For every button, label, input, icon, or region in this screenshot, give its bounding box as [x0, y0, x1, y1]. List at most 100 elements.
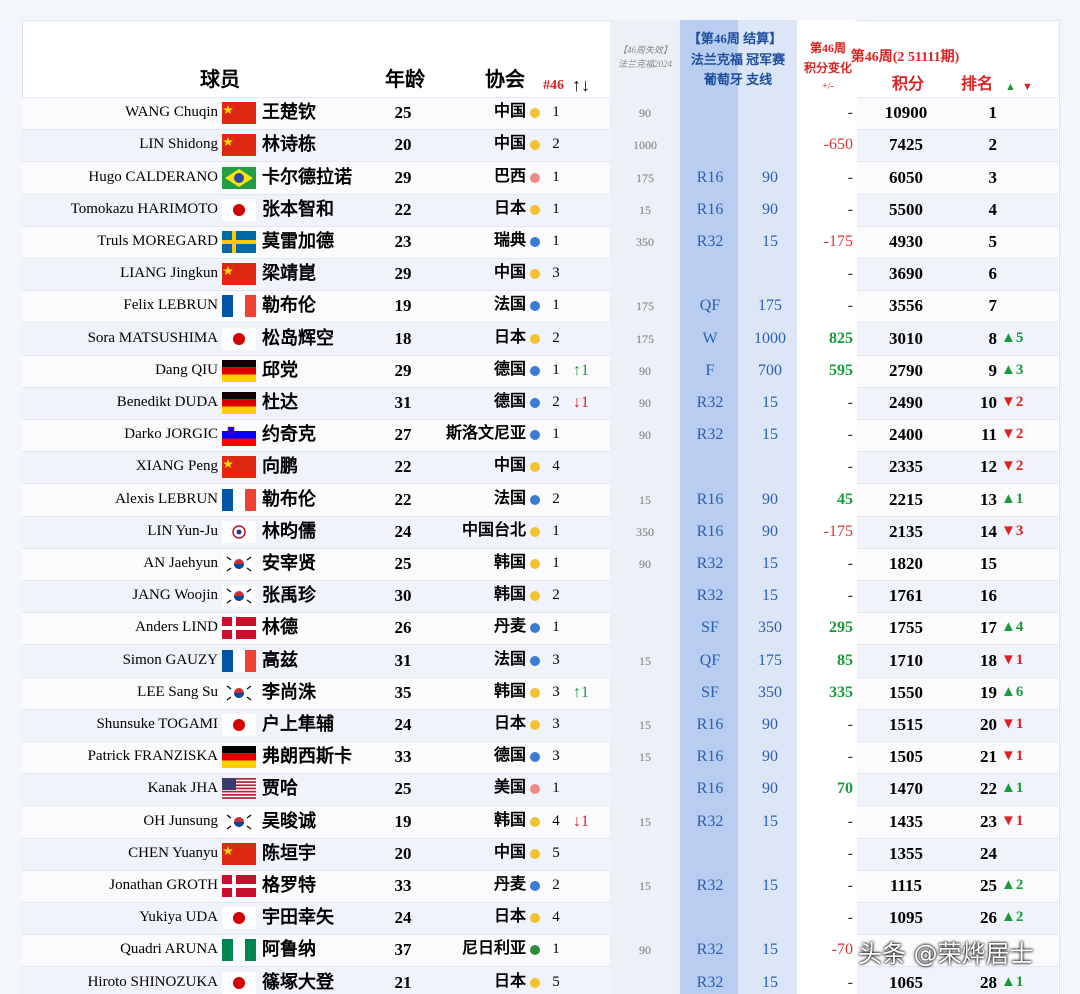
flag [222, 488, 256, 511]
player-name-cn: 吴晙诚 [262, 810, 316, 831]
player-name-en: Kanak JHA [147, 780, 218, 797]
association-rank: 5 [552, 844, 560, 861]
player-name-cn: 弗朗西斯卡 [262, 746, 352, 767]
expired-points: 15 [639, 814, 651, 829]
age: 27 [394, 425, 412, 445]
rank-move: ▲5 [1001, 329, 1024, 346]
rank-move: ▼1 [1001, 748, 1024, 765]
expired-points: 350 [636, 524, 654, 539]
row-background [857, 322, 1058, 355]
association-rank: 1 [552, 522, 560, 539]
association-rank: 2 [552, 490, 560, 507]
association: 中国 [493, 264, 526, 282]
association-rank: 4 [552, 812, 560, 829]
event-points: 350 [758, 683, 782, 701]
association: 中国 [493, 843, 526, 861]
header-text: 积分 [891, 76, 924, 93]
association-rank: 1 [552, 200, 560, 217]
flag [222, 391, 256, 414]
association-dot [530, 204, 540, 215]
age: 25 [394, 103, 412, 123]
association-move: ↑1 [573, 683, 589, 701]
total-points: 2335 [889, 457, 923, 477]
association-rank: 3 [552, 715, 560, 732]
age: 33 [394, 875, 412, 895]
age: 30 [394, 586, 412, 606]
player-name-en: JANG Woojin [132, 587, 218, 604]
flag [222, 263, 256, 286]
total-points: 3556 [889, 296, 923, 316]
association-rank: 3 [552, 265, 560, 282]
row-background [22, 934, 610, 967]
points-change: -175 [823, 522, 853, 540]
rank: 8 [988, 328, 998, 348]
rank: 16 [980, 586, 997, 606]
association-rank: 2 [552, 587, 560, 604]
expired-points: 350 [636, 234, 654, 249]
age: 25 [394, 779, 412, 799]
association-rank: 1 [552, 232, 560, 249]
event-round: QF [699, 651, 721, 669]
total-points: 2490 [889, 392, 923, 412]
row-background [22, 193, 610, 226]
event-round: R32 [696, 941, 724, 959]
expired-points: 175 [636, 331, 654, 346]
points-change: -70 [831, 941, 853, 959]
association: 尼日利亚 [461, 940, 526, 958]
rank: 28 [980, 972, 997, 992]
player-name-cn: 宇田幸矢 [262, 907, 334, 928]
header-text: ↑↓ [572, 75, 590, 95]
association: 韩国 [493, 682, 526, 700]
row-background [857, 934, 1058, 967]
event-round: F [705, 361, 715, 379]
player-name-en: Felix LEBRUN [123, 297, 218, 314]
event-round: R32 [696, 426, 724, 444]
association: 韩国 [493, 811, 526, 829]
association-dot [530, 236, 540, 247]
row-background [857, 258, 1058, 291]
flag [222, 359, 256, 382]
event-round: SF [701, 619, 719, 637]
association-dot [530, 913, 540, 924]
flag [222, 810, 256, 833]
points-change: - [847, 104, 853, 122]
association-dot [530, 301, 540, 312]
row-background [857, 193, 1058, 226]
expired-points: 15 [639, 750, 651, 765]
total-points: 2135 [889, 521, 923, 541]
total-points: 1355 [889, 843, 923, 863]
points-change: - [847, 458, 853, 476]
rank: 18 [980, 650, 997, 670]
player-name-en: XIANG Peng [135, 458, 218, 475]
header-text: 球员 [200, 69, 240, 91]
row-background [857, 161, 1058, 194]
event-points: 90 [762, 490, 778, 508]
row-background [857, 386, 1058, 419]
points-change: 295 [829, 619, 853, 637]
points-change: 70 [837, 780, 853, 798]
points-change: 335 [829, 683, 853, 701]
row-background [22, 966, 610, 994]
player-name-cn: 卡尔德拉诺 [262, 166, 352, 187]
rank: 24 [980, 843, 997, 863]
row-background [857, 676, 1058, 709]
total-points: 2790 [889, 360, 923, 380]
rank-move: ▲4 [1001, 619, 1024, 636]
association-rank: 4 [552, 909, 560, 926]
age: 18 [394, 328, 412, 348]
event-round: SF [701, 683, 719, 701]
rank-move: ▲6 [1001, 683, 1024, 700]
player-name-en: LIANG Jingkun [120, 265, 218, 282]
association-dot [530, 397, 540, 408]
association: 日本 [493, 972, 526, 990]
row-background [857, 580, 1058, 613]
points-change: - [847, 200, 853, 218]
event-round: R32 [696, 554, 724, 572]
row-background [22, 580, 610, 613]
flag [222, 230, 256, 253]
association: 巴西 [493, 167, 526, 185]
flag [222, 198, 256, 221]
rank: 17 [980, 618, 997, 638]
rank: 25 [980, 875, 997, 895]
event-points: 90 [762, 780, 778, 798]
